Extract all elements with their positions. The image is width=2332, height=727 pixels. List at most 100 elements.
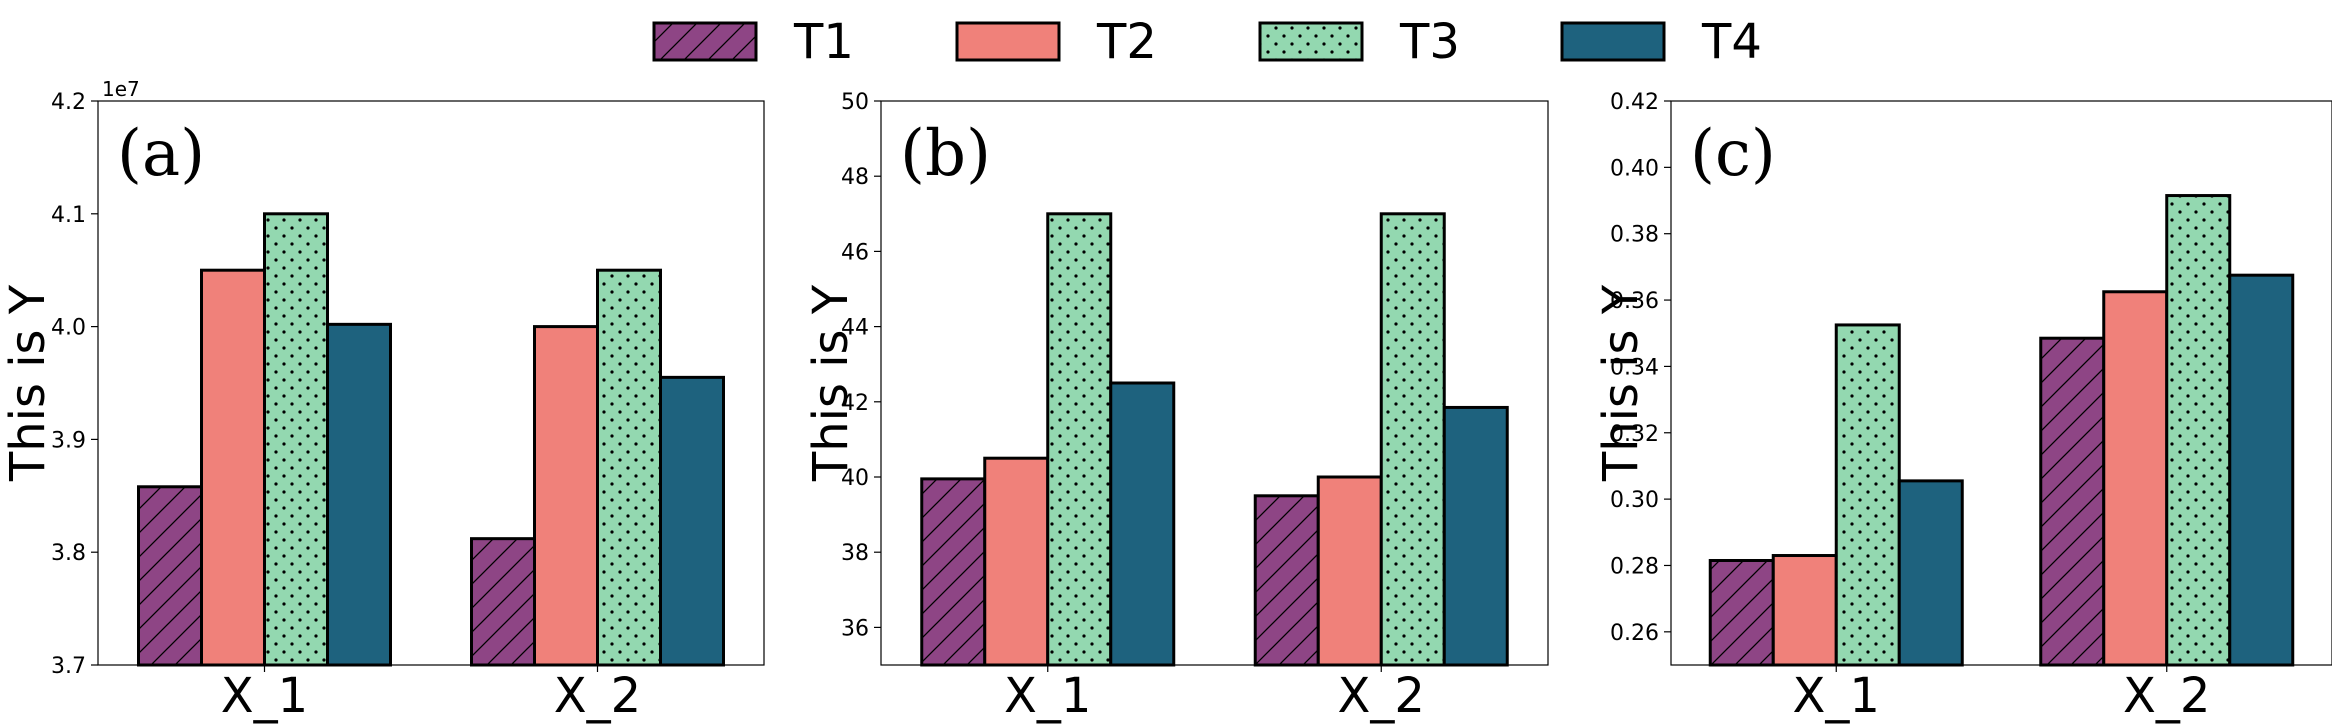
y-axis-label: This is Y bbox=[1593, 284, 1649, 482]
bar-fill bbox=[1318, 477, 1382, 665]
bar-hatch bbox=[1255, 495, 1319, 665]
x-tick-label: X_1 bbox=[1004, 668, 1091, 724]
bar-hatch bbox=[1047, 213, 1111, 666]
bar-t2-x-1 bbox=[983, 456, 1050, 667]
bar-t3-x-1 bbox=[263, 212, 329, 667]
bar-fill bbox=[534, 326, 598, 665]
legend-item-t1: T1 bbox=[652, 14, 854, 70]
y-tick-label: 0.40 bbox=[1610, 156, 1659, 181]
bar-hatch bbox=[921, 478, 985, 665]
panel-b: X_1 X_2 36 38 40 42 44 46 48 50 This is Y (b) bbox=[803, 90, 1549, 724]
y-tick-label: 3.7 bbox=[51, 654, 86, 679]
bar-t4-x-1 bbox=[1109, 381, 1176, 667]
y-tick-label: 36 bbox=[841, 616, 869, 641]
bar-t3-x-1 bbox=[1834, 323, 1901, 667]
legend-swatch-t4 bbox=[1560, 21, 1666, 62]
bar-hatch bbox=[264, 213, 328, 666]
bar-fill bbox=[1444, 407, 1508, 665]
y-tick-label: 0.30 bbox=[1610, 488, 1659, 513]
bar-fill bbox=[1773, 555, 1837, 665]
bar-hatch bbox=[138, 486, 202, 665]
x-tick-label: X_1 bbox=[1793, 668, 1880, 724]
bar-t2-x-2 bbox=[2102, 290, 2169, 667]
legend-item-t3: T3 bbox=[1258, 14, 1460, 70]
y-tick-label: 0.38 bbox=[1610, 223, 1659, 248]
panel-c: X_1 X_2 0.26 0.28 0.30 0.32 0.34 0.36 0.38 0.40 0.… bbox=[1593, 90, 2332, 724]
panel-tag: (a) bbox=[117, 117, 205, 191]
bar-t4-x-1 bbox=[326, 322, 392, 667]
y-tick-label: 4.0 bbox=[51, 316, 86, 341]
bar-t3-x-2 bbox=[1379, 212, 1446, 667]
bar-t4-x-2 bbox=[1442, 405, 1509, 667]
bar-t2-x-1 bbox=[1771, 554, 1838, 667]
y-tick-label: 0.34 bbox=[1610, 355, 1659, 380]
bar-t4-x-2 bbox=[2228, 273, 2295, 667]
y-axis-label: This is Y bbox=[803, 284, 859, 482]
bar-fill bbox=[1110, 383, 1174, 665]
legend-label: T3 bbox=[1399, 14, 1460, 70]
x-tick-label: X_2 bbox=[1338, 668, 1425, 724]
legend-label: T2 bbox=[1096, 14, 1157, 70]
y-tick-label: 0.28 bbox=[1610, 554, 1659, 579]
y-tick-label: 40 bbox=[841, 466, 869, 491]
y-tick-label: 4.2 bbox=[51, 90, 86, 115]
y-tick-label: 42 bbox=[841, 391, 869, 416]
y-tick-label: 3.8 bbox=[51, 541, 86, 566]
y-tick-label: 44 bbox=[841, 316, 869, 341]
bar-fill bbox=[2229, 275, 2293, 665]
bar-t2-x-1 bbox=[200, 268, 266, 667]
legend-item-t2: T2 bbox=[955, 14, 1157, 70]
x-tick-label: X_2 bbox=[2123, 668, 2210, 724]
legend-label: T1 bbox=[793, 14, 854, 70]
bar-t3-x-2 bbox=[2165, 194, 2232, 667]
bar-t3-x-2 bbox=[596, 268, 662, 667]
y-tick-label: 48 bbox=[841, 165, 869, 190]
y-tick-label: 38 bbox=[841, 541, 869, 566]
plot-frame bbox=[1670, 100, 2332, 666]
bar-hatch bbox=[1710, 560, 1774, 665]
bar-t1-x-1 bbox=[137, 485, 203, 667]
panel-tag: (c) bbox=[1690, 117, 1776, 191]
bar-fill bbox=[201, 270, 265, 665]
bar-t1-x-2 bbox=[470, 537, 536, 667]
y-tick-label: 4.1 bbox=[51, 203, 86, 228]
axis-offset-text: 1e7 bbox=[102, 77, 140, 101]
bar-fill bbox=[1899, 480, 1963, 665]
bar-t1-x-2 bbox=[1253, 494, 1320, 667]
y-tick-label: 0.42 bbox=[1610, 90, 1659, 115]
y-tick-label: 50 bbox=[841, 90, 869, 115]
bar-hatch bbox=[2166, 195, 2230, 665]
bar-hatch bbox=[1836, 324, 1900, 665]
legend: T1 T2 T3 T4 bbox=[652, 14, 1762, 70]
bar-hatch bbox=[597, 270, 661, 665]
plot-frame bbox=[880, 100, 1549, 666]
legend-item-t4: T4 bbox=[1560, 14, 1762, 70]
bar-fill bbox=[327, 324, 391, 665]
legend-label: T4 bbox=[1701, 14, 1762, 70]
bar-t2-x-2 bbox=[533, 325, 599, 667]
legend-hatch bbox=[654, 23, 756, 60]
bar-hatch bbox=[471, 538, 535, 665]
y-axis-label: This is Y bbox=[0, 284, 56, 482]
y-tick-label: 0.36 bbox=[1610, 289, 1659, 314]
x-tick-label: X_2 bbox=[554, 668, 641, 724]
bar-fill bbox=[2103, 291, 2167, 665]
bar-t1-x-2 bbox=[2039, 336, 2106, 667]
bar-t4-x-1 bbox=[1897, 479, 1964, 667]
bar-fill bbox=[984, 458, 1048, 665]
y-tick-label: 46 bbox=[841, 240, 869, 265]
bar-t1-x-1 bbox=[920, 477, 987, 667]
bar-t1-x-1 bbox=[1708, 558, 1775, 667]
y-tick-label: 3.9 bbox=[51, 428, 86, 453]
x-tick-label: X_1 bbox=[221, 668, 308, 724]
y-tick-label: 0.26 bbox=[1610, 621, 1659, 646]
panel-tag: (b) bbox=[900, 117, 991, 191]
panel-a: X_1 X_2 3.7 3.8 3.9 4.0 4.1 4.2 1e7 This is Y (a) bbox=[0, 77, 765, 724]
bar-fill bbox=[660, 377, 724, 665]
bar-hatch bbox=[1381, 213, 1445, 666]
bar-t2-x-2 bbox=[1316, 475, 1383, 667]
bar-hatch bbox=[2040, 338, 2104, 665]
y-tick-label: 0.32 bbox=[1610, 422, 1659, 447]
